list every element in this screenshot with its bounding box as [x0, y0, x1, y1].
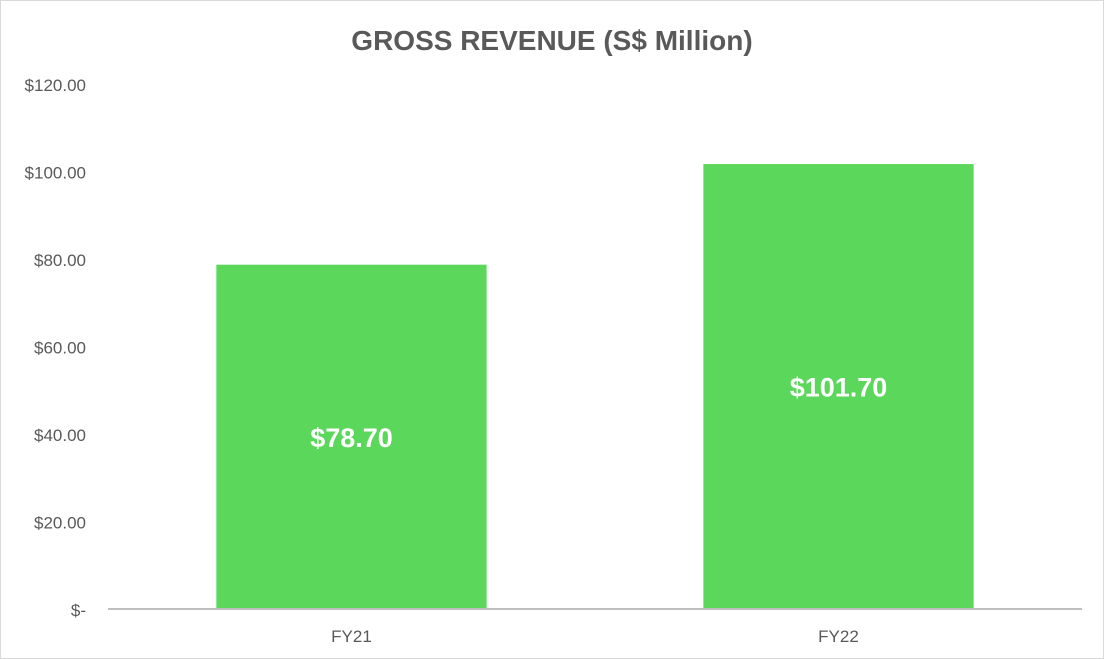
y-tick-label: $120.00	[25, 76, 86, 95]
y-tick-label: $-	[71, 601, 86, 620]
y-axis: $- $20.00 $40.00 $60.00 $80.00 $100.00 $120.00	[25, 76, 86, 620]
y-tick-label: $100.00	[25, 164, 86, 183]
data-label-fy22: $101.70	[790, 373, 888, 403]
x-tick-label: FY21	[331, 627, 372, 646]
data-label-fy21: $78.70	[310, 423, 393, 453]
y-tick-label: $20.00	[34, 514, 86, 533]
bar-series: $78.70 $101.70	[216, 164, 974, 609]
bar-fy21	[216, 264, 487, 609]
chart-title: GROSS REVENUE (S$ Million)	[351, 25, 752, 56]
x-tick-label: FY22	[818, 627, 859, 646]
x-axis: FY21 FY22	[331, 627, 859, 646]
y-tick-label: $40.00	[34, 426, 86, 445]
y-tick-label: $80.00	[34, 251, 86, 270]
bar-fy22	[703, 164, 974, 609]
y-tick-label: $60.00	[34, 339, 86, 358]
